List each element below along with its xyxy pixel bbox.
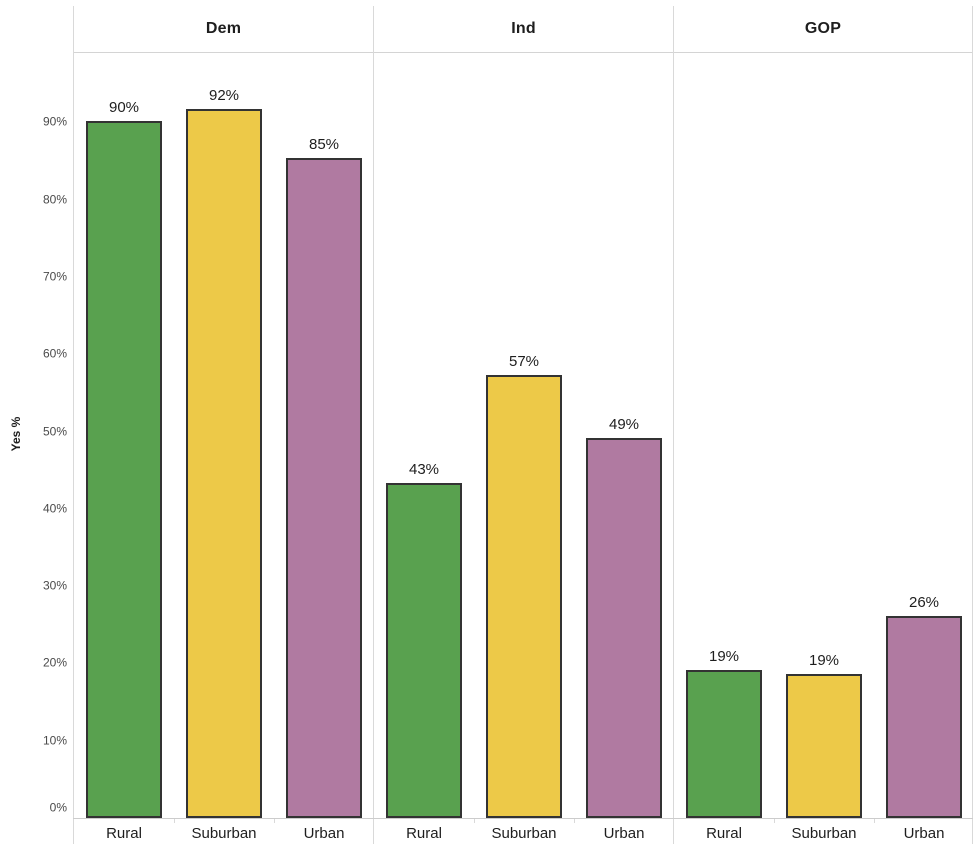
facet-panel-ind: Ind 43% Rural 57% Suburban 49% Urban — [373, 6, 673, 844]
bar-value-label: 57% — [508, 353, 540, 371]
category-label: Rural — [406, 825, 442, 842]
bar-dem-suburban[interactable] — [186, 109, 262, 818]
y-tick-label: 10% — [42, 733, 67, 748]
y-tick-label: 50% — [42, 424, 67, 438]
bar-value-label: 43% — [408, 461, 440, 479]
bar-value-label: 19% — [808, 652, 840, 670]
category-label: Suburban — [191, 825, 257, 842]
facet-panel-gop: GOP 19% Rural 19% Suburban 26% Urban — [673, 6, 973, 844]
bar-value-label: 85% — [308, 135, 340, 153]
y-tick-label: 80% — [42, 192, 67, 207]
y-tick-label: 30% — [42, 578, 67, 593]
category-label: Urban — [303, 825, 345, 842]
facet-header-dem: Dem — [74, 6, 373, 53]
bar-ind-rural[interactable] — [386, 483, 462, 818]
category-label: Urban — [903, 825, 945, 842]
bar-value-label: 90% — [108, 98, 140, 116]
y-tick-label: 20% — [42, 655, 67, 670]
bar-value-label: 26% — [908, 594, 940, 612]
facet-header-gop: GOP — [674, 6, 972, 53]
category-label: Rural — [706, 825, 742, 842]
facet-panel-dem: Dem 90% Rural 92% Suburban 85% Urban — [73, 6, 373, 844]
category-tick — [574, 818, 575, 823]
category-tick — [174, 818, 175, 823]
bar-value-label: 49% — [608, 415, 640, 433]
category-tick — [274, 818, 275, 823]
category-label: Suburban — [791, 825, 857, 842]
y-tick-label: 0% — [49, 800, 67, 815]
category-label: Rural — [106, 825, 142, 842]
y-tick-label: 40% — [42, 501, 67, 516]
category-tick — [874, 818, 875, 823]
bar-gop-suburban[interactable] — [786, 674, 862, 818]
bar-ind-urban[interactable] — [586, 437, 662, 818]
bar-dem-urban[interactable] — [286, 157, 362, 818]
facet-header-ind: Ind — [374, 6, 673, 53]
bar-gop-rural[interactable] — [686, 670, 762, 818]
category-label: Urban — [603, 825, 645, 842]
y-tick-label: 70% — [42, 269, 67, 284]
bar-ind-suburban[interactable] — [486, 375, 562, 818]
x-axis-line — [73, 818, 973, 819]
bar-gop-urban[interactable] — [886, 616, 962, 818]
category-tick — [474, 818, 475, 823]
category-label: Suburban — [491, 825, 557, 842]
bar-dem-rural[interactable] — [86, 120, 162, 818]
y-tick-label: 60% — [42, 346, 67, 361]
bar-value-label: 19% — [708, 648, 740, 666]
category-tick — [774, 818, 775, 823]
y-tick-label: 90% — [42, 114, 67, 129]
bar-value-label: 92% — [208, 87, 240, 105]
